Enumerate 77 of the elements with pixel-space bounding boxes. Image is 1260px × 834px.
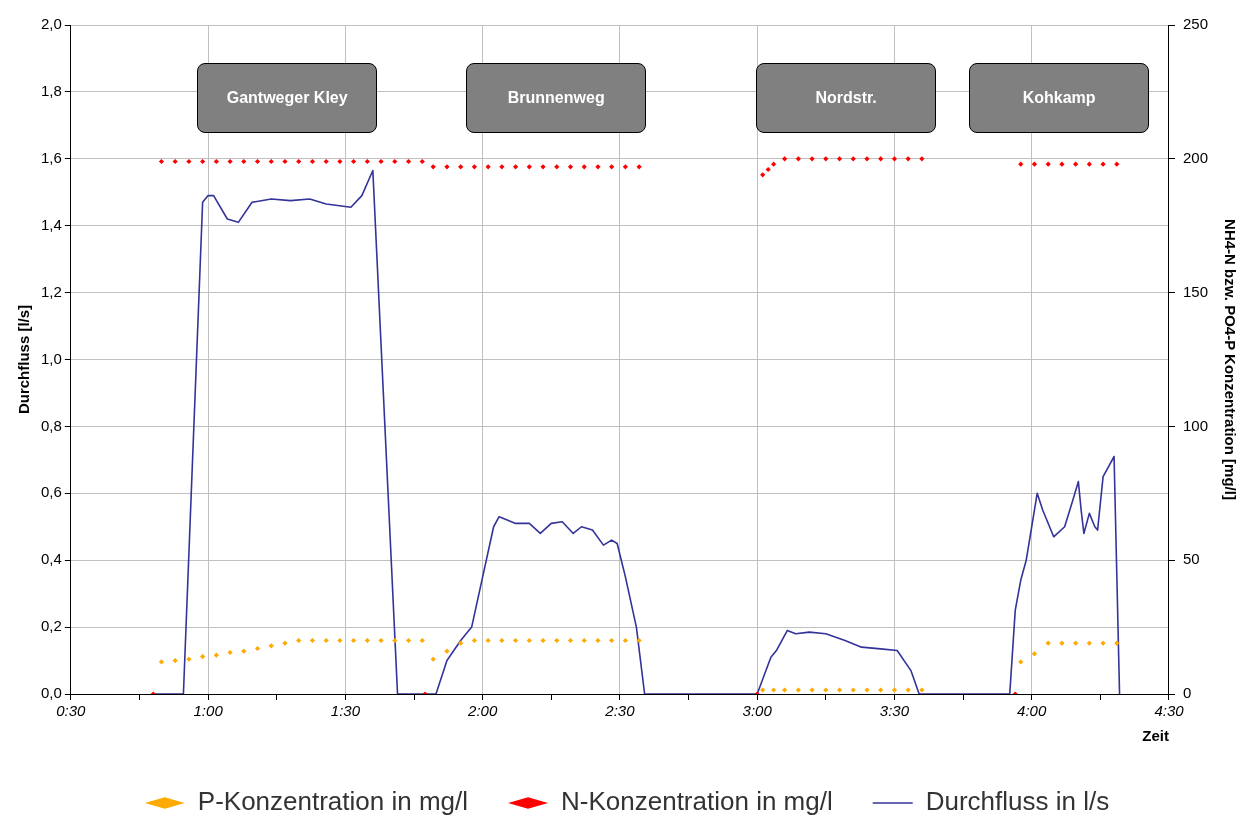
y-tick-label: 1,6 [40,148,62,166]
point [364,637,370,644]
point [200,653,206,660]
point [430,656,436,662]
y-tick-label: 1,4 [40,215,62,233]
point [405,637,412,644]
rounded-box: Nordstr. [756,63,937,134]
point [254,645,261,652]
point [609,637,615,644]
y2-tick-label: 50 [1182,550,1200,568]
y2-tick-label: 0 [1182,684,1192,702]
y2-tick-label: 150 [1182,282,1208,300]
y2-tick-label: 250 [1182,15,1208,33]
x-tick-label: 3:30 [879,702,910,720]
y-tick-label: 0,2 [40,617,62,635]
point [458,640,464,646]
point [499,637,505,644]
point [567,637,574,644]
point [337,637,343,644]
x-tick-label: 2:30 [604,702,636,720]
y-tick-label: 0,0 [40,684,62,702]
point [392,637,398,644]
x-tick-label: 3:00 [742,702,773,720]
point [158,659,165,665]
point [378,637,384,644]
x-axis-title: Zeit [1142,727,1169,745]
point [1031,651,1038,657]
point [419,637,425,644]
point [595,637,601,644]
y-tick-label: 0,6 [40,483,62,501]
rounded-box: Kohkamp [969,63,1150,134]
y-tick-label: 1,2 [40,282,62,300]
y2-axis-title: NH4-N bzw. PO4-P Konzentration [mg/l] [1221,219,1239,500]
point [213,652,219,658]
point [471,637,478,644]
point [351,637,357,644]
point [636,637,642,644]
point [309,637,316,644]
x-tick-label: 4:30 [1154,702,1185,720]
annotation: Nordstr. [815,89,877,108]
y-tick-label: 1,8 [40,82,62,100]
rounded-box: Brunnenweg [466,63,647,134]
y-tick-label: 2,0 [40,15,62,33]
point [227,649,233,656]
point [622,637,628,644]
annotation: Kohkamp [1022,89,1096,108]
y-tick-label: 1,0 [40,349,62,367]
annotation: Gantweger Kley [226,89,348,108]
point [836,687,843,693]
legend-label: P-Konzentration in mg/l [197,786,469,817]
y-axis-title: Durchfluss [l/s] [15,304,33,415]
point [172,657,178,664]
y2-tick-label: 100 [1182,416,1208,434]
y-tick-label: 0,4 [40,550,62,568]
x-tick-label: 1:30 [330,702,361,720]
point [296,637,302,644]
point [323,637,329,644]
x-tick-label: 2:00 [467,702,498,720]
point [1086,640,1092,646]
rounded-box: Gantweger Kley [197,63,378,134]
point [1073,640,1079,646]
x-tick-label: 0:30 [56,702,87,720]
point [268,643,274,649]
point [526,637,532,644]
point [540,637,546,644]
point [485,637,491,644]
point [891,687,898,693]
legend-label: Durchfluss in l/s [925,786,1110,817]
point [512,637,519,644]
x-tick-label: 4:00 [1017,702,1047,720]
annotation: Brunnenweg [507,89,605,108]
legend-label: N-Konzentration in mg/l [561,786,833,817]
point [581,637,587,644]
y-tick-label: 0,8 [40,416,62,434]
x-tick-label: 1:00 [193,702,224,720]
y2-tick-label: 200 [1182,148,1208,166]
point [554,637,560,644]
